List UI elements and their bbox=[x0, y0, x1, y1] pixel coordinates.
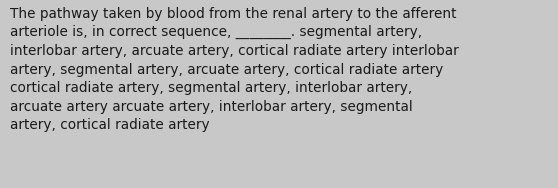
Text: The pathway taken by blood from the renal artery to the afferent
arteriole is, i: The pathway taken by blood from the rena… bbox=[10, 7, 459, 132]
